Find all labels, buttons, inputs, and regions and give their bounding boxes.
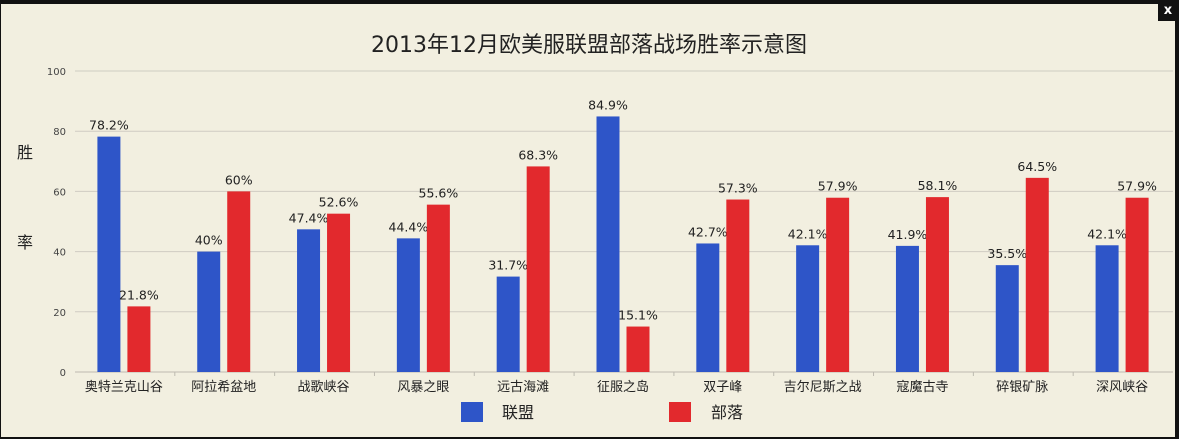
legend-label: 联盟 [502, 403, 534, 422]
bar-alliance [297, 229, 321, 372]
bar-alliance [995, 265, 1019, 372]
bar-horde [1025, 177, 1049, 372]
data-label: 57.3% [718, 181, 758, 196]
bar-alliance [696, 243, 720, 372]
y-axis-ticks: 0 20 40 60 80 100 [47, 67, 66, 379]
y-axis-label-char: 胜 [17, 143, 33, 162]
data-label: 47.4% [289, 210, 329, 225]
y-tick-label: 100 [47, 67, 66, 78]
bar-horde [526, 166, 550, 372]
y-tick-label: 20 [53, 308, 66, 319]
chart-panel [1, 4, 1175, 437]
data-label: 42.1% [788, 226, 828, 241]
bar-alliance [1095, 245, 1119, 372]
legend-swatch [461, 402, 483, 422]
bar-alliance [396, 238, 420, 372]
bar-alliance [197, 251, 221, 372]
category-label: 奥特兰克山谷 [85, 380, 163, 395]
y-tick-label: 80 [53, 127, 66, 138]
category-label: 双子峰 [703, 380, 742, 395]
data-label: 42.7% [688, 224, 728, 239]
y-axis-label-char: 率 [17, 233, 33, 252]
chart-title: 2013年12月欧美服联盟部落战场胜率示意图 [371, 33, 807, 58]
category-label: 深风峡谷 [1096, 380, 1148, 395]
bar-horde [925, 197, 949, 372]
legend: 联盟 部落 [461, 402, 743, 422]
bar-horde [327, 213, 351, 372]
bars: 78.2% 21.8% 40% 60% 47.4%52.6% 44.4% 55.6% 31.7… [89, 97, 1157, 373]
data-label: 44.4% [389, 219, 429, 234]
close-button[interactable]: x [1158, 1, 1178, 21]
bar-alliance [97, 136, 121, 372]
data-label: 55.6% [419, 186, 459, 201]
data-label: 57.9% [1117, 179, 1157, 194]
y-tick-label: 40 [53, 248, 66, 259]
data-label: 35.5% [987, 246, 1027, 261]
x-axis-categories: 奥特兰克山谷 阿拉希盆地 战歌峡谷 风暴之眼 远古海滩 征服之岛 双子峰 吉尔尼斯之战 寇魔古寺… [85, 372, 1148, 395]
category-label: 征服之岛 [597, 379, 649, 395]
data-label: 78.2% [89, 118, 129, 133]
category-label: 战歌峡谷 [298, 380, 350, 395]
bar-horde [626, 326, 650, 372]
bar-horde [1125, 197, 1149, 372]
bar-alliance [496, 276, 520, 372]
data-label: 60% [225, 172, 253, 187]
data-label: 21.8% [119, 287, 159, 302]
y-tick-label: 0 [60, 368, 66, 379]
data-label: 68.3% [518, 147, 558, 162]
data-label: 52.6% [319, 195, 359, 210]
data-label: 58.1% [918, 178, 958, 193]
bar-horde [426, 204, 450, 372]
bar-alliance [895, 245, 919, 372]
data-label: 57.9% [818, 179, 858, 194]
bar-alliance [796, 245, 820, 372]
data-label: 15.1% [618, 308, 658, 323]
bar-horde [726, 199, 750, 372]
category-label: 寇魔古寺 [896, 379, 948, 395]
data-label: 84.9% [588, 97, 628, 112]
data-label: 40% [195, 233, 223, 248]
bar-alliance [596, 116, 620, 373]
data-label: 31.7% [488, 258, 528, 273]
data-label: 41.9% [888, 227, 928, 242]
category-label: 远古海滩 [497, 380, 549, 395]
legend-label: 部落 [711, 403, 743, 422]
y-axis-label: 胜率 [17, 143, 33, 252]
bar-horde [127, 306, 151, 372]
bar-horde [826, 197, 850, 372]
y-tick-label: 60 [53, 187, 66, 198]
data-label: 42.1% [1087, 226, 1127, 241]
legend-swatch [669, 402, 691, 422]
category-label: 碎银矿脉 [996, 380, 1048, 395]
grid-lines [75, 70, 1173, 373]
category-label: 吉尔尼斯之战 [784, 380, 862, 395]
data-label: 64.5% [1017, 159, 1057, 174]
category-label: 阿拉希盆地 [191, 380, 256, 395]
category-label: 风暴之眼 [397, 380, 449, 395]
bar-horde [227, 191, 251, 372]
